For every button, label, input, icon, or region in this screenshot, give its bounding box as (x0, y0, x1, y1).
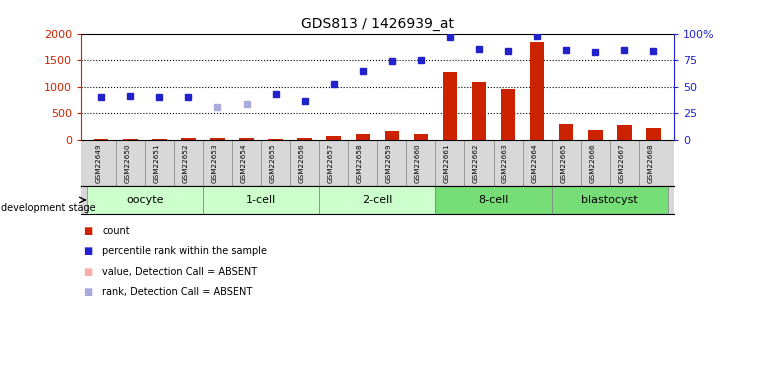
Text: oocyte: oocyte (126, 195, 163, 205)
Bar (384, 131, 399, 140)
Text: ■: ■ (83, 288, 92, 297)
Bar (94, 139, 109, 140)
Bar (646, 128, 661, 140)
Bar (87, 186, 203, 214)
Text: GSM22665: GSM22665 (561, 143, 566, 183)
Text: GSM22656: GSM22656 (299, 143, 305, 183)
Text: GSM22649: GSM22649 (95, 143, 101, 183)
Bar (588, 130, 603, 140)
Text: GSM22666: GSM22666 (589, 143, 595, 183)
Bar (181, 138, 196, 140)
Text: GSM22661: GSM22661 (444, 143, 450, 183)
Text: GDS813 / 1426939_at: GDS813 / 1426939_at (301, 17, 454, 31)
Text: count: count (102, 226, 130, 236)
Bar (443, 72, 457, 140)
Bar (559, 124, 574, 140)
Text: GSM22668: GSM22668 (648, 143, 654, 183)
Bar (152, 139, 166, 140)
Text: GSM22660: GSM22660 (415, 143, 421, 183)
Bar (356, 134, 370, 140)
Text: ■: ■ (83, 246, 92, 256)
Text: GSM22653: GSM22653 (212, 143, 217, 183)
Text: ■: ■ (83, 226, 92, 236)
Bar (472, 82, 487, 140)
Bar (239, 138, 254, 140)
Text: GSM22652: GSM22652 (182, 143, 189, 183)
Bar (617, 125, 631, 140)
Text: ■: ■ (83, 267, 92, 277)
Bar (297, 138, 312, 140)
Text: GSM22664: GSM22664 (531, 143, 537, 183)
Text: GSM22654: GSM22654 (240, 143, 246, 183)
Text: GSM22658: GSM22658 (357, 143, 363, 183)
Bar (551, 186, 668, 214)
Text: GSM22667: GSM22667 (618, 143, 624, 183)
Bar (203, 186, 320, 214)
Bar (435, 186, 551, 214)
Text: blastocyst: blastocyst (581, 195, 638, 205)
Text: GSM22651: GSM22651 (153, 143, 159, 183)
Text: GSM22663: GSM22663 (502, 143, 508, 183)
Text: GSM22659: GSM22659 (386, 143, 392, 183)
Text: GSM22662: GSM22662 (473, 143, 479, 183)
Text: 1-cell: 1-cell (246, 195, 276, 205)
Bar (320, 186, 435, 214)
Text: GSM22657: GSM22657 (328, 143, 333, 183)
Bar (326, 136, 341, 140)
Text: 2-cell: 2-cell (362, 195, 393, 205)
Text: rank, Detection Call = ABSENT: rank, Detection Call = ABSENT (102, 288, 253, 297)
Bar (413, 134, 428, 140)
Bar (530, 42, 544, 140)
Bar (500, 89, 515, 140)
Text: percentile rank within the sample: percentile rank within the sample (102, 246, 267, 256)
Text: GSM22655: GSM22655 (270, 143, 276, 183)
Text: GSM22650: GSM22650 (124, 143, 130, 183)
Text: development stage: development stage (1, 203, 95, 213)
Bar (123, 139, 138, 140)
Text: value, Detection Call = ABSENT: value, Detection Call = ABSENT (102, 267, 257, 277)
Bar (210, 138, 225, 140)
Text: 8-cell: 8-cell (478, 195, 509, 205)
Bar (268, 139, 283, 140)
